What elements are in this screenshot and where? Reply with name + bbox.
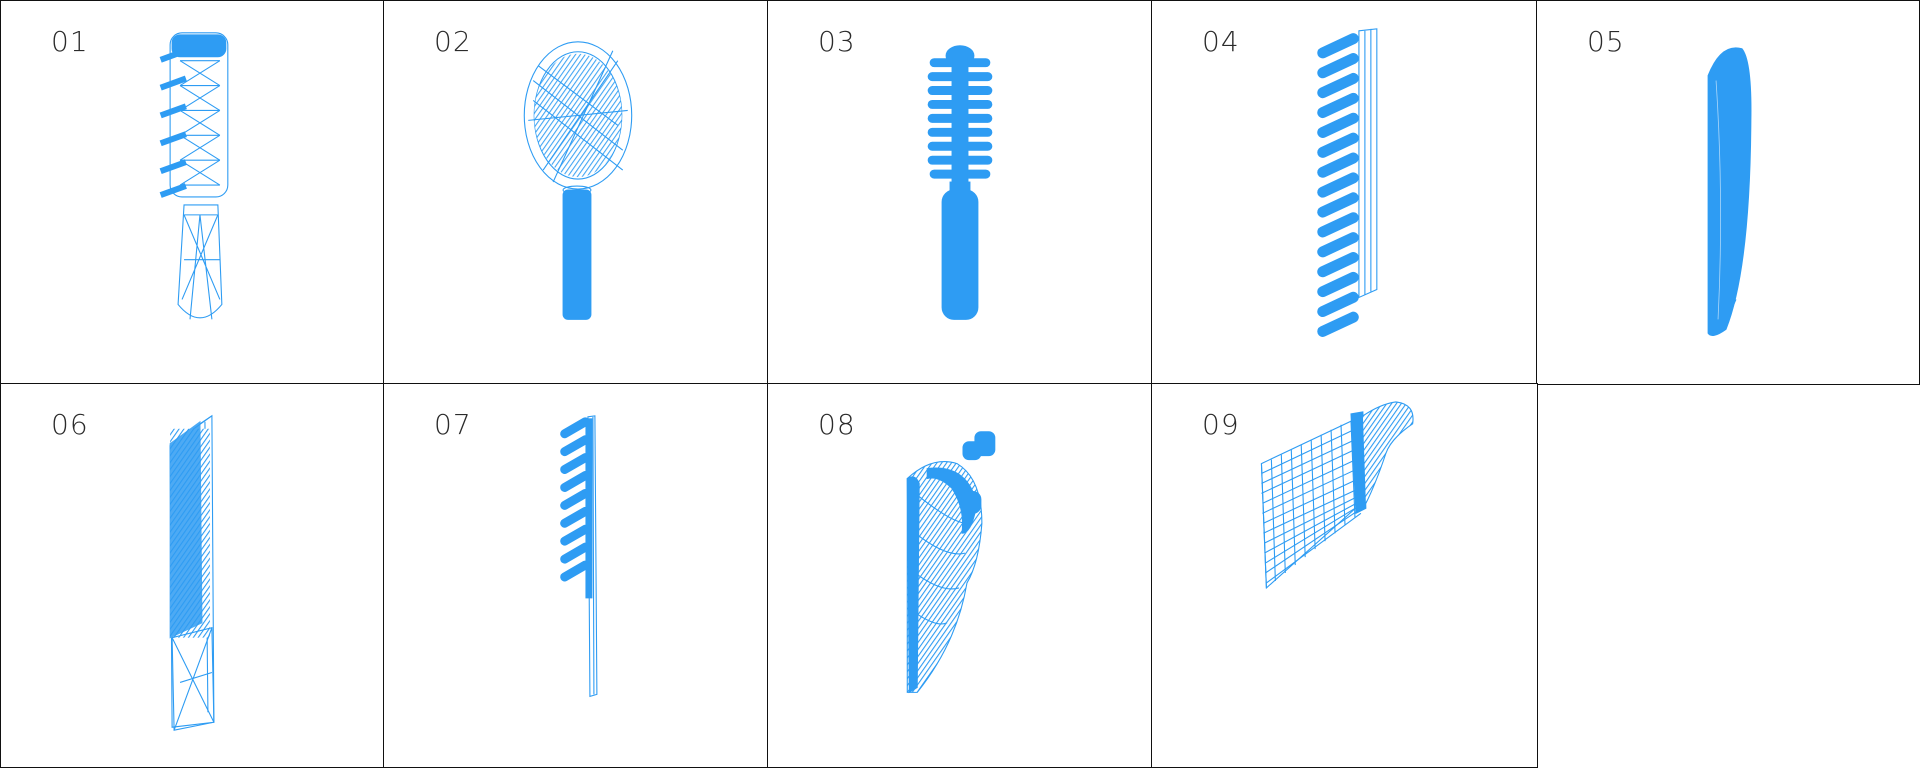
fine-tooth-comb-icon	[169, 414, 215, 731]
curved-pad-icon	[1707, 47, 1752, 336]
cell-label: 07	[434, 408, 472, 441]
cell-label: 01	[51, 25, 89, 58]
grid-cell-04[interactable]: 04	[1151, 0, 1538, 385]
grid-cell-08[interactable]: 08	[767, 383, 1153, 768]
vented-brush-icon	[159, 32, 229, 320]
cell-label: 05	[1587, 25, 1625, 58]
cell-label: 03	[818, 25, 856, 58]
narrow-comb-icon	[560, 415, 598, 698]
grid-cell-05[interactable]: 05	[1536, 0, 1920, 385]
cell-label: 09	[1202, 408, 1240, 441]
grid-cell-09[interactable]: 09	[1151, 383, 1538, 768]
grid-cell-06[interactable]: 06	[0, 383, 385, 768]
round-brush-icon	[927, 45, 993, 320]
grid-cell-07[interactable]: 07	[383, 383, 769, 768]
paddle-brush-icon	[523, 41, 633, 320]
cell-label: 08	[818, 408, 856, 441]
cell-label: 02	[434, 25, 472, 58]
grid-cell-03[interactable]: 03	[767, 0, 1153, 385]
hooked-comb-icon	[1260, 401, 1414, 590]
cell-label: 06	[51, 408, 89, 441]
cell-label: 04	[1202, 25, 1240, 58]
curved-comb-icon	[906, 431, 996, 694]
grid-cell-01[interactable]: 01	[0, 0, 385, 385]
grid-cell-02[interactable]: 02	[383, 0, 769, 385]
wide-tooth-comb-icon	[1317, 28, 1378, 337]
